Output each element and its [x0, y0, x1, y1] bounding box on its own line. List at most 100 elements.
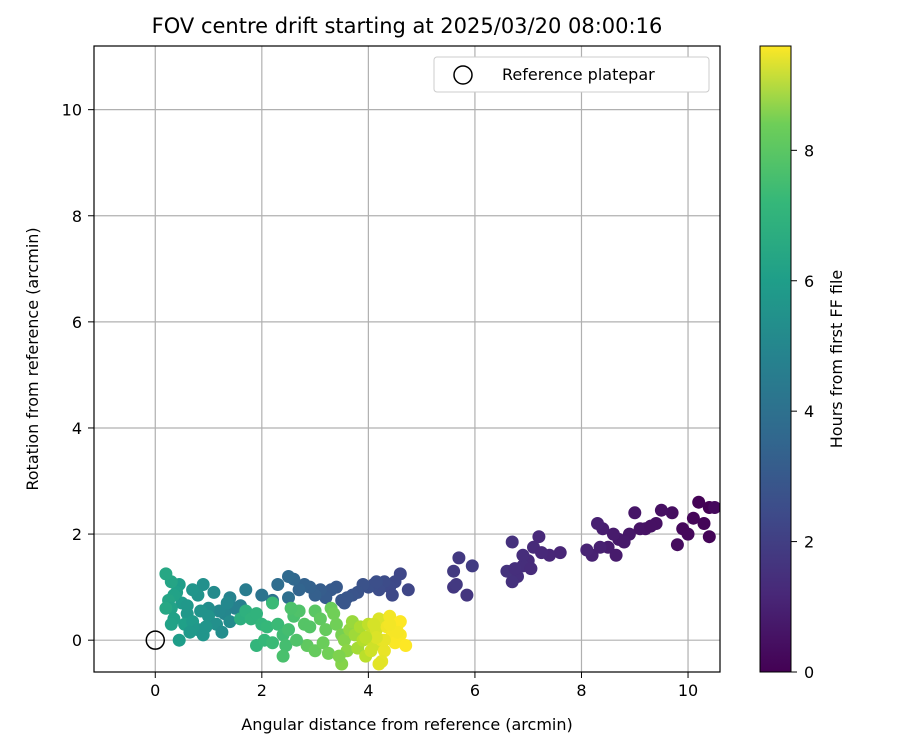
colorbar-tick-label: 6 [804, 272, 814, 291]
data-point [535, 546, 548, 560]
x-axis-ticks: 0 2 4 6 8 10 [150, 672, 698, 700]
data-point [516, 548, 530, 562]
data-point [644, 519, 658, 533]
data-point [332, 649, 346, 663]
x-tick-label: 6 [470, 681, 480, 700]
legend-label: Reference platepar [502, 65, 655, 84]
data-point [319, 623, 333, 637]
data-point [266, 596, 279, 610]
data-point [308, 644, 322, 658]
data-point [708, 501, 720, 514]
data-point [593, 540, 607, 554]
scatter-points [159, 495, 720, 671]
data-point [290, 633, 303, 647]
data-point [681, 527, 695, 541]
data-point [393, 615, 407, 629]
colorbar-tick-label: 2 [804, 533, 814, 552]
chart-title: FOV centre drift starting at 2025/03/20 … [152, 14, 663, 38]
data-point [337, 596, 351, 610]
data-point [628, 506, 642, 520]
data-point [316, 636, 330, 650]
data-point [159, 567, 173, 581]
data-point [215, 625, 229, 639]
data-point [276, 649, 290, 663]
data-point [250, 607, 263, 621]
data-point [532, 530, 546, 544]
data-point [364, 644, 378, 658]
data-point [303, 620, 317, 634]
y-tick-label: 6 [72, 313, 82, 332]
data-point [292, 583, 306, 597]
legend: Reference platepar [433, 56, 710, 93]
data-point [359, 631, 373, 644]
legend-box [433, 56, 710, 93]
data-point [183, 625, 197, 639]
colorbar-tick-label: 8 [804, 141, 814, 160]
data-point [329, 617, 343, 631]
data-point [284, 601, 298, 615]
data-point [377, 644, 391, 658]
data-point [686, 511, 700, 525]
data-point [665, 506, 679, 520]
data-point [239, 583, 253, 597]
data-point [460, 588, 474, 602]
y-axis-ticks: 0 2 4 6 8 10 [62, 101, 94, 650]
data-point [282, 570, 295, 583]
data-point [654, 503, 668, 517]
data-point [337, 633, 351, 647]
data-point [692, 495, 706, 509]
data-point [282, 591, 295, 605]
data-point [271, 617, 285, 631]
colorbar-gradient [759, 45, 792, 673]
y-tick-label: 10 [62, 101, 82, 120]
data-point [367, 617, 381, 631]
data-point [580, 543, 594, 557]
data-point [702, 530, 716, 544]
data-point [670, 538, 684, 552]
data-point [617, 535, 631, 549]
data-point [553, 546, 567, 560]
data-point [282, 623, 295, 637]
data-point [164, 617, 178, 631]
data-point [172, 633, 186, 647]
x-tick-label: 0 [150, 681, 160, 700]
data-point [279, 639, 293, 652]
data-point [369, 631, 383, 644]
data-point [260, 620, 274, 634]
data-point [401, 583, 415, 597]
y-tick-label: 8 [72, 207, 82, 226]
data-point [194, 604, 208, 618]
data-point [186, 583, 200, 597]
colorbar: 0 2 4 6 8 Hours from first FF file [759, 45, 846, 682]
colorbar-label: Hours from first FF file [827, 270, 846, 449]
data-point [321, 646, 335, 660]
x-tick-label: 4 [363, 681, 373, 700]
colorbar-tick-label: 4 [804, 402, 814, 421]
x-tick-label: 8 [576, 681, 586, 700]
data-point [220, 596, 234, 610]
legend-marker-icon [453, 65, 473, 85]
data-point [697, 517, 711, 530]
colorbar-ticks: 0 2 4 6 8 [791, 141, 814, 682]
data-point [383, 617, 397, 631]
data-point [207, 585, 221, 599]
data-point [327, 607, 341, 621]
colorbar-tick-label: 0 [804, 663, 814, 682]
data-point [449, 578, 463, 591]
data-point [591, 517, 604, 530]
data-point [508, 562, 522, 576]
data-point [313, 612, 327, 626]
data-point [199, 620, 213, 634]
y-tick-label: 0 [72, 631, 82, 650]
data-point [223, 615, 237, 629]
grid-lines [94, 46, 720, 672]
data-point [255, 588, 269, 602]
data-point [452, 551, 466, 565]
data-point [180, 599, 194, 613]
data-point [271, 578, 285, 591]
y-tick-label: 4 [72, 419, 82, 438]
data-point [505, 535, 519, 549]
x-tick-label: 10 [678, 681, 698, 700]
data-point [447, 564, 461, 578]
